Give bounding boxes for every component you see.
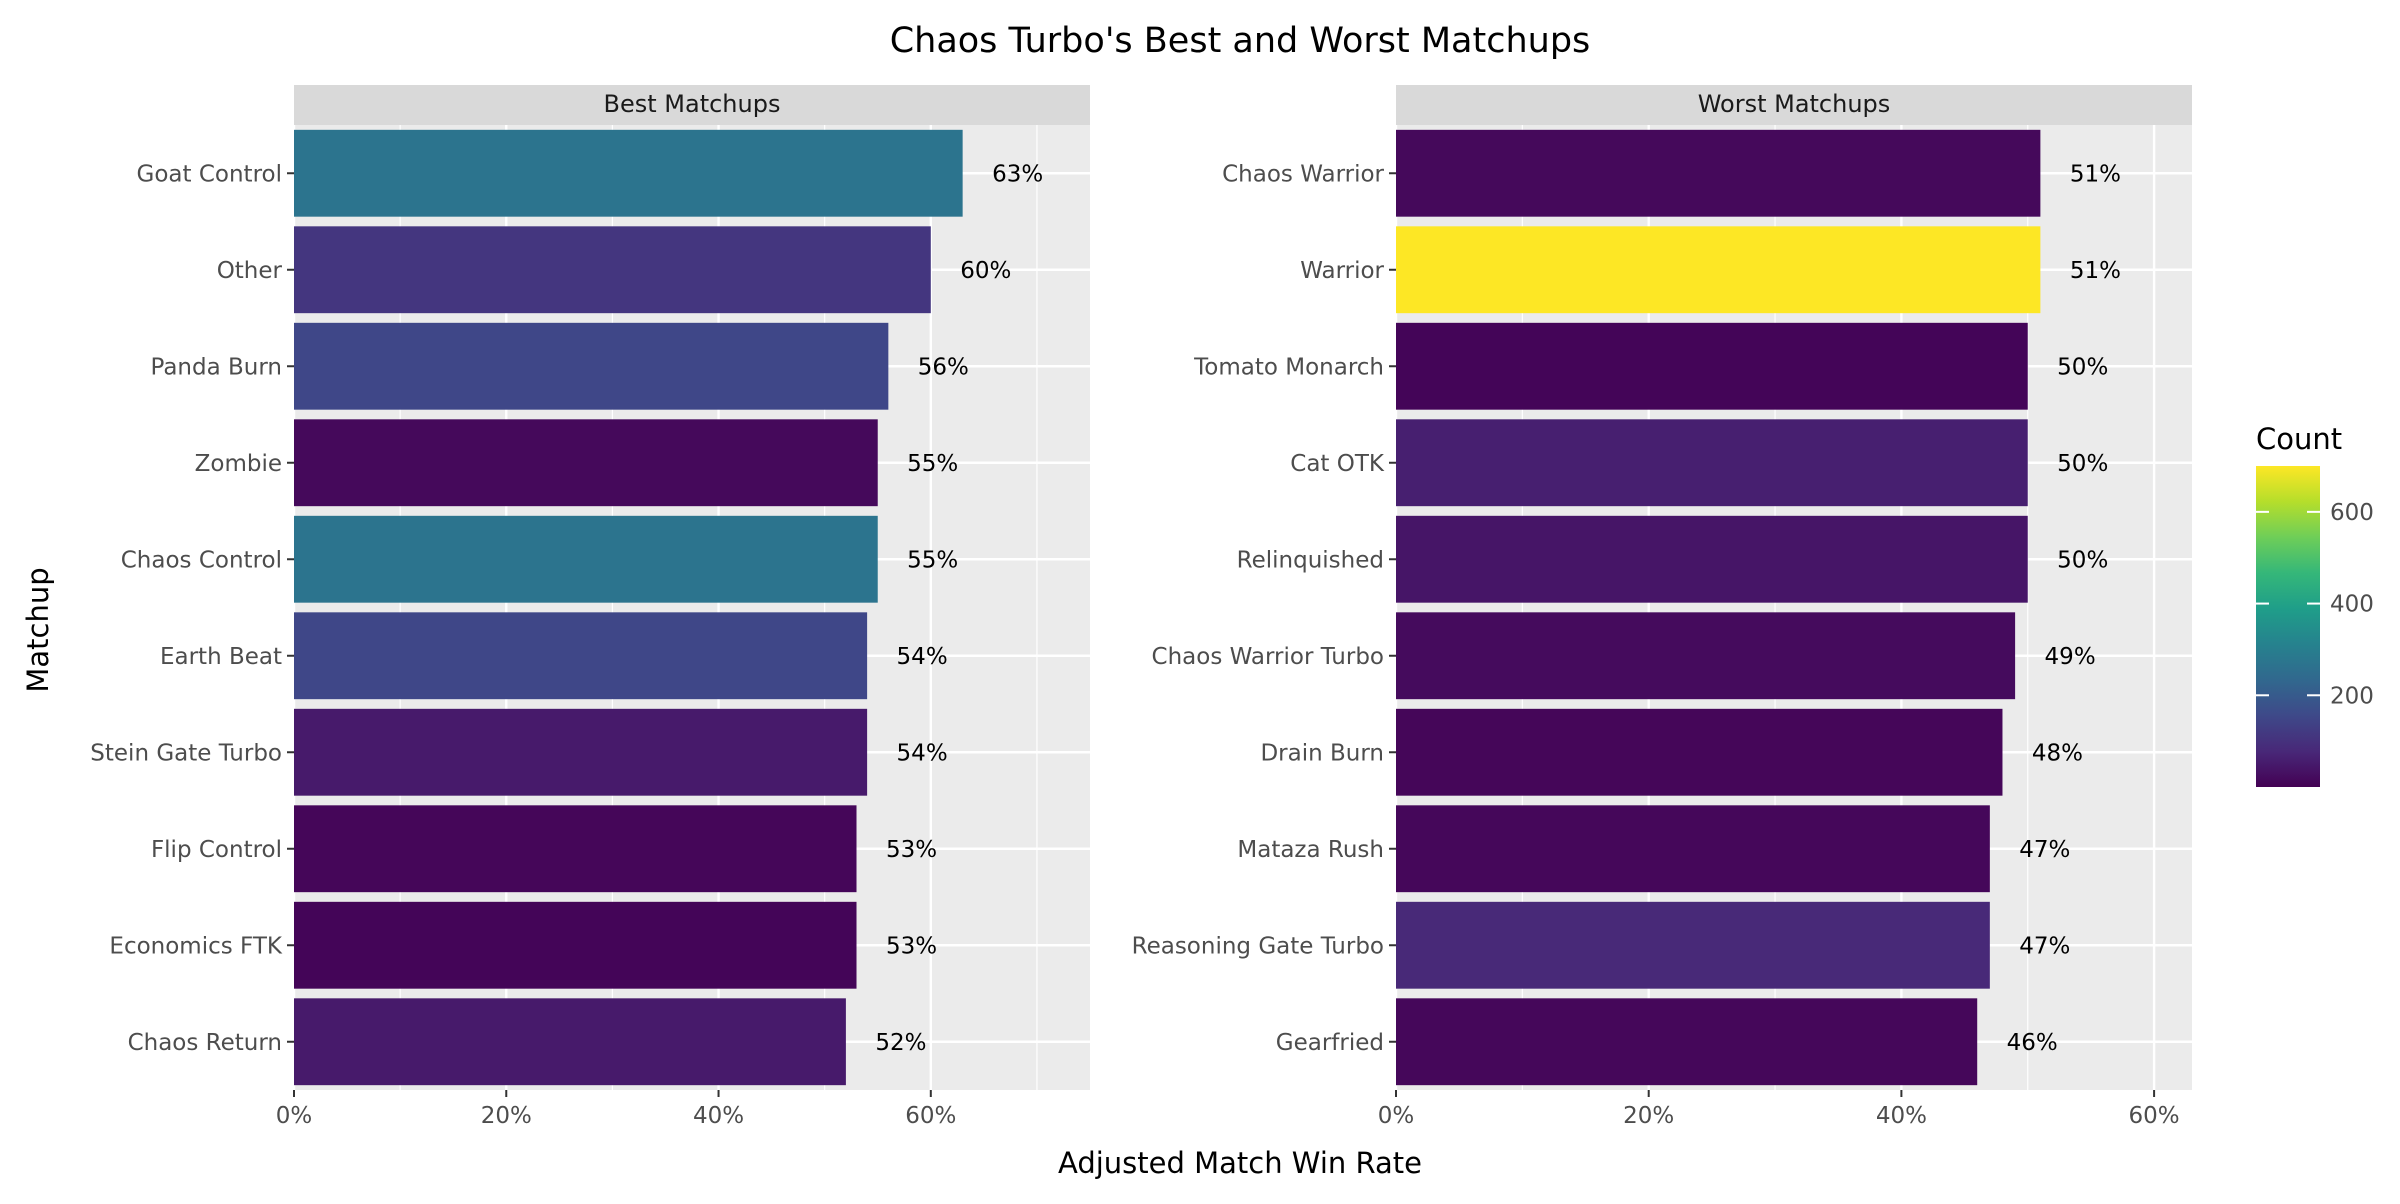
legend-tick-label: 600 [2330,500,2374,526]
bar [1396,901,1990,989]
y-tick-label: Reasoning Gate Turbo [1132,933,1384,959]
data-label: 50% [2057,547,2108,573]
bar [1396,515,2028,603]
legend-ticks: 200 400 600 [2256,500,2374,709]
bar [1396,612,2016,700]
data-label: 63% [992,161,1043,187]
data-label: 60% [960,258,1011,284]
data-label: 53% [886,837,937,863]
y-tick-label: Tomato Monarch [1193,354,1384,380]
bar [1396,419,2028,507]
panel-0: Best Matchups 63% Goat Control 60% Other 56% P… [90,85,1090,1129]
facet-strip-label: Worst Matchups [1698,90,1891,118]
bar [294,998,846,1086]
panels: Best Matchups 63% Goat Control 60% Other 56% P… [90,85,2192,1129]
bar [294,805,857,893]
y-tick-label: Cat OTK [1290,451,1385,477]
legend-tick-label: 400 [2330,592,2374,618]
bar [294,612,868,700]
data-label: 48% [2032,740,2083,766]
data-label: 53% [886,933,937,959]
x-tick-label: 20% [1623,1103,1674,1129]
legend-tick-label: 200 [2330,683,2374,709]
legend-title: Count [2256,422,2342,456]
y-tick-label: Other [217,258,283,284]
data-label: 52% [875,1030,926,1056]
facet-strip [294,85,1090,125]
y-tick-label: Chaos Warrior [1222,161,1384,187]
data-label: 55% [907,451,958,477]
x-tick-label: 20% [481,1103,532,1129]
bar [1396,708,2003,796]
data-label: 47% [2019,933,2070,959]
bar [1396,805,1990,893]
y-tick-label: Chaos Return [128,1030,282,1056]
legend-colorbar [2256,466,2320,787]
bar [1396,322,2028,410]
data-label: 56% [918,354,969,380]
data-label: 47% [2019,837,2070,863]
bar [294,515,878,603]
bar [294,901,857,989]
x-tick-label: 0% [276,1103,313,1129]
x-tick-label: 40% [1876,1103,1927,1129]
bar [294,129,963,217]
y-tick-label: Zombie [195,451,282,477]
x-tick-label: 60% [905,1103,956,1129]
y-tick-label: Drain Burn [1260,740,1384,766]
y-tick-label: Goat Control [137,161,282,187]
data-label: 54% [897,644,948,670]
data-label: 46% [2007,1030,2058,1056]
x-tick-label: 60% [2129,1103,2180,1129]
x-tick-label: 40% [693,1103,744,1129]
facet-strip-label: Best Matchups [604,90,781,118]
y-tick-label: Panda Burn [151,354,283,380]
panel-1: Worst Matchups 51% Chaos Warrior 51% Warrior… [1132,85,2192,1129]
y-tick-label: Chaos Warrior Turbo [1152,644,1384,670]
x-tick-label: 0% [1378,1103,1415,1129]
y-tick-label: Earth Beat [160,644,282,670]
y-tick-label: Warrior [1300,258,1384,284]
chart-title: Chaos Turbo's Best and Worst Matchups [890,21,1591,61]
bar [294,322,889,410]
y-tick-label: Mataza Rush [1237,837,1384,863]
bar [1396,226,2041,314]
bar [1396,129,2041,217]
y-tick-label: Relinquished [1237,547,1384,573]
y-tick-label: Stein Gate Turbo [90,740,282,766]
bar [294,419,878,507]
data-label: 55% [907,547,958,573]
y-tick-label: Gearfried [1276,1030,1384,1056]
data-label: 54% [897,740,948,766]
data-label: 49% [2045,644,2096,670]
bar [294,226,931,314]
data-label: 51% [2070,258,2121,284]
facet-strip [1396,85,2192,125]
legend: Count 200 400 600 [2256,422,2374,787]
bar [294,708,868,796]
y-tick-label: Chaos Control [121,547,282,573]
data-label: 51% [2070,161,2121,187]
bar [1396,998,1978,1086]
y-axis-label: Matchup [21,567,55,692]
data-label: 50% [2057,354,2108,380]
data-label: 50% [2057,451,2108,477]
y-tick-label: Economics FTK [109,933,283,959]
x-axis-label: Adjusted Match Win Rate [1058,1146,1422,1180]
y-tick-label: Flip Control [151,837,282,863]
